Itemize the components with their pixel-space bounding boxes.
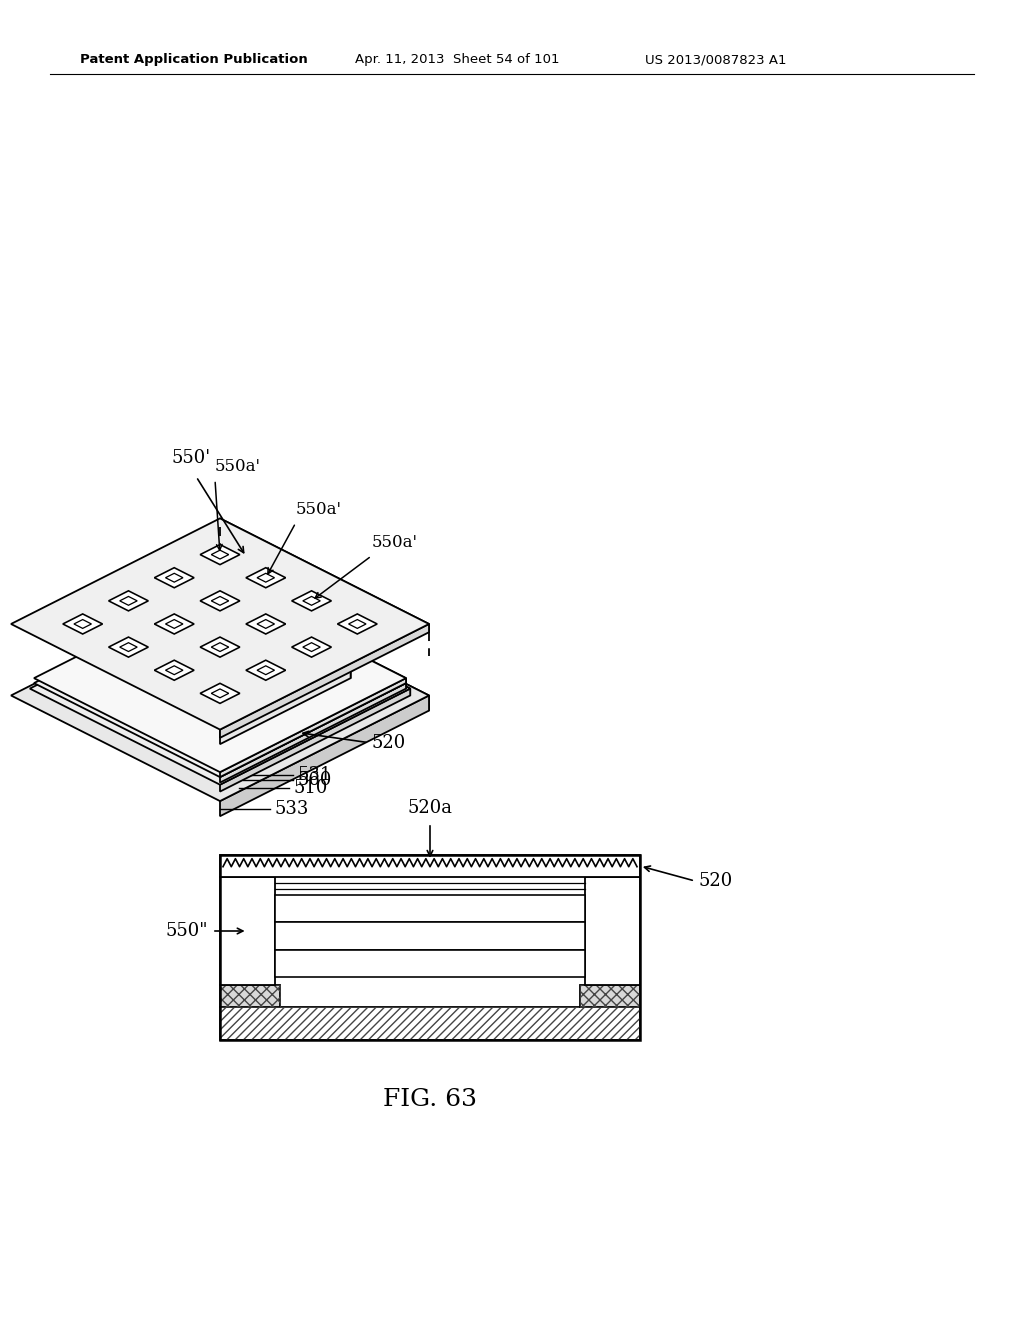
Bar [275, 949, 585, 977]
Text: 520a: 520a [408, 799, 453, 817]
Polygon shape [303, 597, 321, 606]
Polygon shape [348, 619, 366, 628]
Polygon shape [34, 589, 406, 777]
Polygon shape [257, 573, 274, 582]
Polygon shape [200, 591, 240, 611]
Bar [585, 876, 640, 985]
Bar [220, 1007, 640, 1040]
Bar [220, 876, 275, 985]
Polygon shape [246, 568, 286, 587]
Polygon shape [200, 545, 240, 565]
Polygon shape [292, 638, 332, 657]
Polygon shape [120, 643, 137, 652]
Text: 550a': 550a' [215, 458, 261, 475]
Polygon shape [166, 573, 183, 582]
Text: Apr. 11, 2013  Sheet 54 of 101: Apr. 11, 2013 Sheet 54 of 101 [355, 54, 559, 66]
Polygon shape [211, 689, 228, 698]
Bar [220, 855, 640, 1040]
Polygon shape [257, 665, 274, 675]
Text: 520: 520 [698, 873, 732, 890]
Polygon shape [220, 590, 350, 678]
Polygon shape [220, 656, 350, 744]
Text: US 2013/0087823 A1: US 2013/0087823 A1 [645, 54, 786, 66]
Text: FIG. 63: FIG. 63 [383, 1089, 477, 1111]
Polygon shape [155, 660, 195, 680]
Polygon shape [34, 585, 406, 772]
Polygon shape [220, 684, 406, 783]
Text: FIG. 62: FIG. 62 [193, 678, 287, 701]
Polygon shape [120, 597, 137, 606]
Polygon shape [220, 519, 429, 632]
Text: 533: 533 [275, 800, 309, 817]
Bar [220, 985, 280, 1007]
Polygon shape [155, 568, 195, 587]
Polygon shape [303, 643, 321, 652]
Polygon shape [211, 643, 228, 652]
Polygon shape [62, 614, 102, 634]
Bar [220, 1007, 640, 1040]
Polygon shape [89, 590, 350, 722]
Polygon shape [11, 590, 429, 801]
Polygon shape [246, 660, 286, 680]
Text: 550a': 550a' [296, 500, 342, 517]
Text: Patent Application Publication: Patent Application Publication [80, 54, 308, 66]
Text: 550": 550" [166, 921, 208, 940]
Text: 531: 531 [298, 766, 333, 784]
Polygon shape [200, 684, 240, 704]
Polygon shape [30, 593, 411, 784]
Polygon shape [211, 550, 228, 558]
Polygon shape [166, 619, 183, 628]
Polygon shape [74, 619, 91, 628]
Polygon shape [220, 590, 429, 710]
Polygon shape [220, 585, 406, 684]
Text: 510: 510 [294, 779, 328, 797]
Polygon shape [220, 689, 411, 792]
Polygon shape [200, 638, 240, 657]
Bar [580, 985, 640, 1007]
Polygon shape [109, 591, 148, 611]
Polygon shape [220, 678, 406, 777]
Text: 520: 520 [372, 734, 406, 751]
Polygon shape [155, 614, 195, 634]
Polygon shape [220, 624, 429, 738]
Polygon shape [220, 696, 429, 816]
Bar [275, 895, 585, 923]
Polygon shape [211, 597, 228, 606]
Polygon shape [220, 589, 406, 689]
Polygon shape [220, 593, 411, 696]
Polygon shape [257, 619, 274, 628]
Bar [220, 985, 280, 1007]
Bar [580, 985, 640, 1007]
Text: 550a': 550a' [372, 533, 418, 550]
Bar [275, 923, 585, 949]
Polygon shape [11, 519, 429, 730]
Text: 560: 560 [298, 771, 333, 789]
Polygon shape [338, 614, 377, 634]
Polygon shape [109, 638, 148, 657]
Polygon shape [246, 614, 286, 634]
Bar [220, 855, 640, 876]
Polygon shape [292, 591, 332, 611]
Text: 550': 550' [172, 449, 211, 466]
Polygon shape [166, 665, 183, 675]
